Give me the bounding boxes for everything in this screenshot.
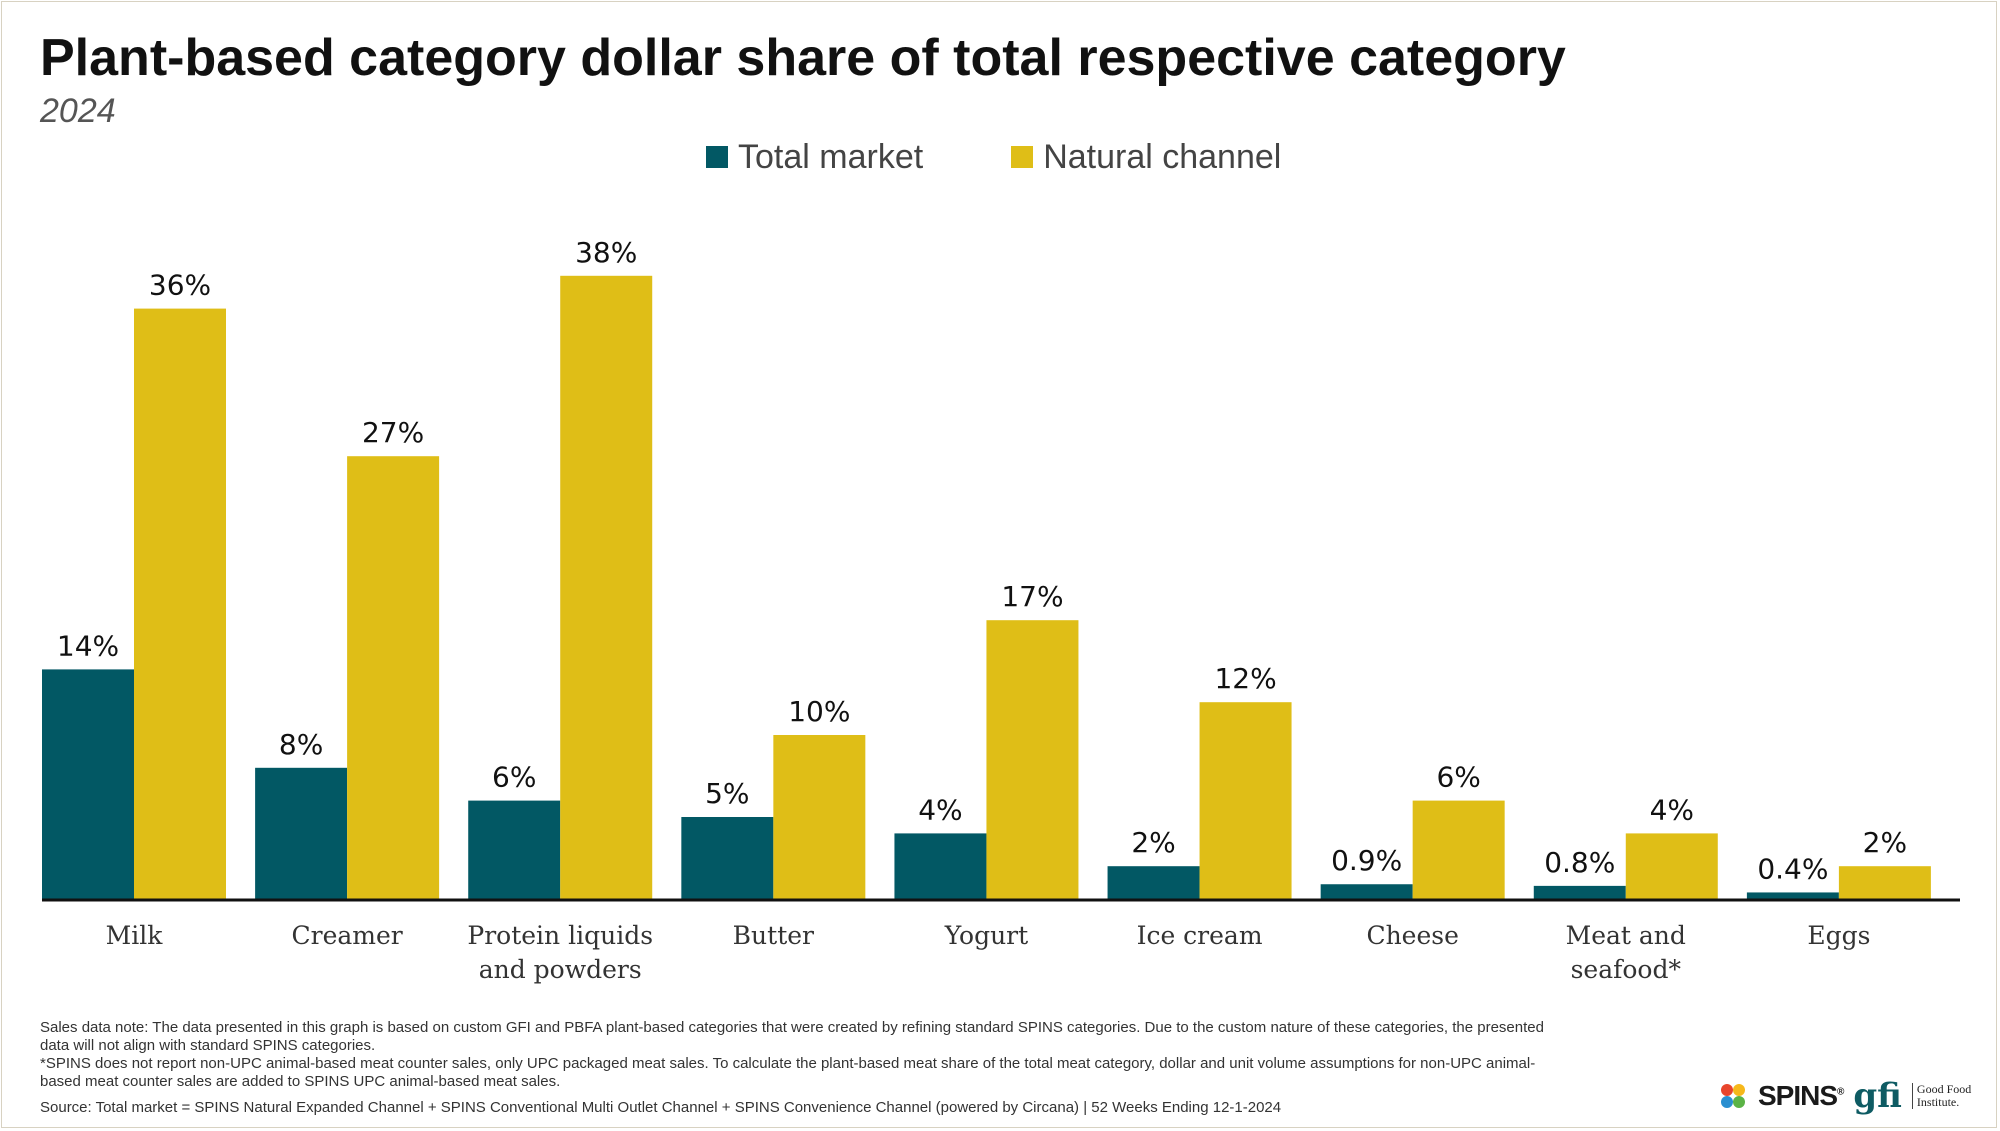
x-tick-label-yogurt: Yogurt (944, 921, 1028, 950)
legend-item-natural-channel: Natural channel (1011, 138, 1281, 177)
data-label-natural-channel-milk: 36% (149, 269, 211, 302)
bar-natural-channel-cheese (1412, 800, 1505, 899)
bar-natural-channel-butter (773, 735, 866, 899)
data-label-total-market-protein-liquids-and-powders: 6% (492, 761, 536, 794)
data-label-total-market-cheese: 0.9% (1331, 844, 1402, 877)
chart-title: Plant-based category dollar share of tot… (40, 29, 1566, 87)
bar-total-market-protein-liquids-and-powders (468, 800, 561, 899)
data-label-total-market-ice-cream: 2% (1131, 826, 1175, 859)
x-tick-label-creamer: Creamer (291, 921, 402, 950)
data-label-total-market-meat-and-seafood: 0.8% (1544, 846, 1615, 879)
bar-natural-channel-eggs (1838, 866, 1931, 899)
gfi-logo-icon: gfi (1853, 1076, 1902, 1116)
data-label-natural-channel-eggs: 2% (1863, 826, 1907, 859)
legend-label-total-market: Total market (738, 137, 924, 176)
sales-data-note: Sales data note: The data presented in t… (40, 1019, 1544, 1054)
data-label-natural-channel-cheese: 6% (1436, 761, 1480, 794)
bar-total-market-eggs (1746, 892, 1839, 899)
legend-swatch-total-market (706, 146, 728, 168)
data-label-total-market-milk: 14% (57, 629, 119, 662)
data-label-total-market-creamer: 8% (279, 728, 323, 761)
x-tick-label-cheese: Cheese (1366, 921, 1458, 950)
gfi-logo-text: Good Food Institute. (1911, 1083, 1971, 1109)
x-tick-label-meat-and-seafood: Meat and seafood* (1566, 921, 1686, 984)
data-label-total-market-eggs: 0.4% (1757, 852, 1828, 885)
x-tick-label-milk: Milk (106, 921, 164, 950)
data-label-natural-channel-creamer: 27% (362, 416, 424, 449)
bar-total-market-butter (681, 817, 774, 899)
bar-natural-channel-milk (134, 308, 226, 900)
x-tick-label-protein-liquids-and-powders: Protein liquids and powders (467, 921, 653, 984)
bar-natural-channel-yogurt (986, 620, 1079, 899)
legend-label-natural-channel: Natural channel (1043, 137, 1282, 176)
bar-natural-channel-ice-cream (1199, 702, 1292, 899)
bar-natural-channel-meat-and-seafood (1625, 833, 1718, 899)
bar-natural-channel-creamer (347, 456, 440, 899)
source-note: Source: Total market = SPINS Natural Exp… (40, 1099, 1282, 1116)
data-label-natural-channel-ice-cream: 12% (1214, 662, 1276, 695)
bar-total-market-milk (42, 669, 134, 899)
bar-total-market-yogurt (894, 833, 987, 899)
bar-total-market-ice-cream (1107, 866, 1200, 899)
bar-natural-channel-protein-liquids-and-powders (560, 275, 653, 899)
spins-logo: SPINS® (1758, 1080, 1844, 1111)
chart-subtitle: 2024 (40, 92, 116, 130)
bar-total-market-meat-and-seafood (1533, 885, 1626, 899)
legend-swatch-natural-channel (1011, 146, 1034, 168)
data-label-total-market-yogurt: 4% (918, 793, 962, 826)
data-label-natural-channel-meat-and-seafood: 4% (1650, 793, 1694, 826)
data-label-natural-channel-protein-liquids-and-powders: 38% (575, 236, 637, 269)
data-label-natural-channel-yogurt: 17% (1001, 580, 1063, 613)
x-tick-label-eggs: Eggs (1807, 921, 1870, 950)
data-label-natural-channel-butter: 10% (788, 695, 850, 728)
legend: Total market Natural channel (706, 132, 1281, 182)
bar-total-market-cheese (1320, 884, 1413, 899)
x-tick-label-ice-cream: Ice cream (1137, 921, 1263, 950)
x-tick-label-butter: Butter (733, 921, 814, 950)
bar-total-market-creamer (255, 767, 348, 899)
data-label-total-market-butter: 5% (705, 777, 749, 810)
legend-item-total-market: Total market (706, 138, 923, 177)
meat-footnote: *SPINS does not report non-UPC animal-ba… (40, 1055, 1536, 1090)
spins-logo-icon (1721, 1084, 1745, 1108)
bar-chart: 14% 36% Milk 8% 27% Creamer 6% 38% Protein liqui… (42, 236, 1960, 984)
sales-data-notes: Sales data note: The data presented in t… (40, 1019, 1560, 1091)
logos: SPINS® gfi Good Food Institute. (1718, 1074, 1971, 1118)
